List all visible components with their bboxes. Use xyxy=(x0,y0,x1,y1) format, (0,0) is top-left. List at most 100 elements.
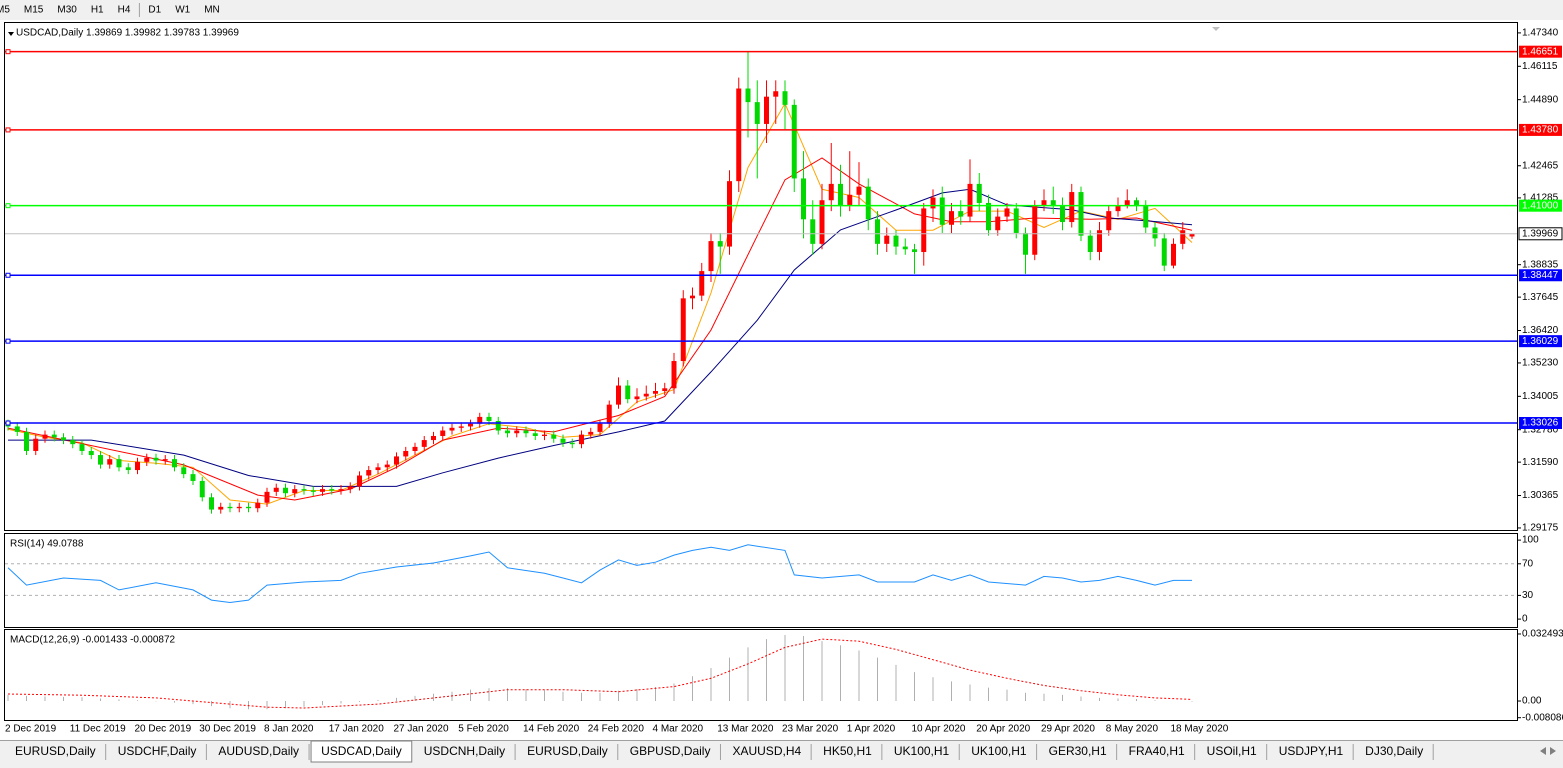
tab[interactable] xyxy=(1355,742,1434,761)
level-label: 1.38447 xyxy=(1522,270,1559,281)
candle-body xyxy=(255,502,261,509)
timeframe-button[interactable]: D1 xyxy=(148,5,161,16)
candle-body xyxy=(634,396,640,400)
y-tick-label: 1.37645 xyxy=(1522,292,1559,303)
candle-body xyxy=(431,435,436,441)
candle-body xyxy=(597,423,603,432)
tab-label[interactable]: USDCHF,Daily xyxy=(118,744,197,758)
tab-label[interactable]: DJ30,Daily xyxy=(1365,744,1423,758)
tab[interactable] xyxy=(1038,742,1117,761)
x-tick-label: 2 Dec 2019 xyxy=(5,724,57,735)
tab-label[interactable]: USDCAD,Daily xyxy=(321,744,402,758)
x-tick-label: 20 Dec 2019 xyxy=(135,724,192,735)
tab-label[interactable]: FRA40,H1 xyxy=(1129,744,1185,758)
candle-body xyxy=(930,197,936,209)
candle-body xyxy=(745,88,751,103)
timeframe-button[interactable]: W1 xyxy=(175,5,190,16)
tab-label[interactable]: EURUSD,Daily xyxy=(527,744,608,758)
y-tick-label: 1.47340 xyxy=(1522,28,1559,39)
candle-body xyxy=(329,489,335,491)
tab[interactable] xyxy=(961,742,1037,761)
candle-body xyxy=(366,470,372,476)
tab[interactable] xyxy=(883,742,960,761)
tab-scroll-right[interactable] xyxy=(1550,747,1556,755)
candle-body xyxy=(1023,232,1028,255)
timeframe-button[interactable]: MN xyxy=(204,5,220,16)
candle-body xyxy=(893,235,899,247)
candle-body xyxy=(116,459,122,468)
tab-label[interactable]: UK100,H1 xyxy=(971,744,1027,758)
x-tick-label: 23 Mar 2020 xyxy=(782,724,839,735)
macd-signal xyxy=(7,638,1193,709)
candle-body xyxy=(338,489,344,491)
candle-body xyxy=(949,211,954,225)
tab[interactable] xyxy=(1268,742,1354,761)
tab[interactable] xyxy=(208,742,310,761)
candle-body xyxy=(569,442,575,445)
tab-label[interactable]: AUDUSD,Daily xyxy=(218,744,299,758)
candle-body xyxy=(986,202,991,231)
candle-body xyxy=(199,480,205,498)
x-tick-label: 10 Apr 2020 xyxy=(912,724,966,735)
y-tick-label: 1.36420 xyxy=(1522,325,1559,336)
candle-body xyxy=(875,219,880,244)
candle-body xyxy=(70,440,76,445)
tab-label[interactable]: EURUSD,Daily xyxy=(15,744,96,758)
level-label: 1.43780 xyxy=(1522,125,1559,136)
tab[interactable] xyxy=(619,742,721,761)
tab-label[interactable]: XAUUSD,H4 xyxy=(732,744,801,758)
level-label-box xyxy=(1519,199,1562,212)
last-price-label: 1.39969 xyxy=(1522,228,1559,239)
candle-body xyxy=(939,197,945,225)
tab[interactable] xyxy=(1118,742,1195,761)
candle-body xyxy=(42,434,48,439)
candle-body xyxy=(699,271,705,296)
rsi-line xyxy=(7,544,1192,604)
timeframe-button[interactable]: M30 xyxy=(57,5,77,16)
candle-body xyxy=(782,91,788,105)
y-tick-label: 1.34005 xyxy=(1522,391,1559,402)
timeframe-button[interactable]: M15 xyxy=(24,5,44,16)
candle-body xyxy=(24,431,29,451)
candle-body xyxy=(884,235,890,244)
tab-label[interactable]: HK50,H1 xyxy=(823,744,872,758)
candle-body xyxy=(79,444,85,451)
timeframe-button[interactable]: H1 xyxy=(91,5,104,16)
candle-body xyxy=(1087,235,1093,253)
level-handle xyxy=(5,420,11,426)
timeframe-button[interactable]: M5 xyxy=(0,5,10,16)
tab-label[interactable]: GER30,H1 xyxy=(1049,744,1107,758)
tab-label[interactable]: GBPUSD,Daily xyxy=(630,744,711,758)
candle-body xyxy=(976,183,982,203)
candle-body xyxy=(486,416,492,421)
moving-average xyxy=(8,188,1193,487)
tab-label[interactable]: USOil,H1 xyxy=(1207,744,1257,758)
tab-scroll-left[interactable] xyxy=(1540,747,1546,755)
candle-body xyxy=(1106,211,1112,231)
tab[interactable] xyxy=(517,742,618,761)
candle-body xyxy=(1180,230,1186,244)
y-tick-label: 1.35230 xyxy=(1522,358,1559,369)
level-handle xyxy=(5,49,11,55)
rsi-pane xyxy=(4,533,1518,628)
x-tick-label: 13 Mar 2020 xyxy=(717,724,774,735)
shift-marker xyxy=(1212,27,1220,31)
tab[interactable] xyxy=(722,742,812,761)
tab[interactable] xyxy=(5,742,106,761)
candle-body xyxy=(856,186,862,195)
tab[interactable] xyxy=(310,740,413,763)
tab[interactable] xyxy=(107,742,207,761)
tab[interactable] xyxy=(413,742,516,761)
candle-body xyxy=(579,434,584,445)
candle-body xyxy=(819,200,825,244)
tab-label[interactable]: UK100,H1 xyxy=(894,744,950,758)
y-tick-label: 1.38835 xyxy=(1522,259,1559,270)
tab-label[interactable]: USDCNH,Daily xyxy=(424,744,505,758)
tab[interactable] xyxy=(1196,742,1267,761)
candle-body xyxy=(995,216,1001,231)
tab[interactable] xyxy=(813,742,882,761)
timeframe-button[interactable]: H4 xyxy=(118,5,131,16)
level-label-box xyxy=(1519,417,1562,430)
candle-body xyxy=(616,385,621,405)
tab-label[interactable]: USDJPY,H1 xyxy=(1279,744,1344,758)
